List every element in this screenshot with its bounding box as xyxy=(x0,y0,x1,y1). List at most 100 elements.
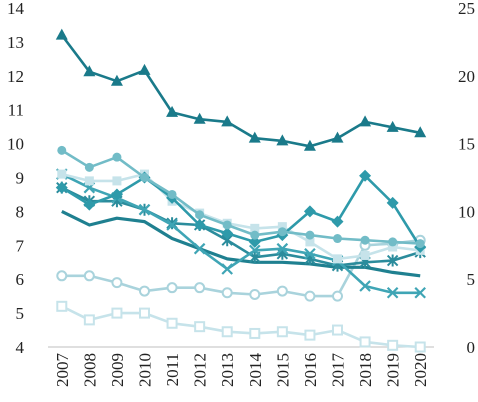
data-point xyxy=(276,285,288,297)
data-point xyxy=(84,162,94,172)
data-point xyxy=(249,288,261,300)
data-point xyxy=(193,112,206,124)
data-point xyxy=(304,290,316,302)
data-point xyxy=(194,282,206,294)
x-tick-label: 2015 xyxy=(273,353,292,387)
left-tick-label: 14 xyxy=(7,0,25,18)
x-axis-tick-labels: 2007 2008 2009 2010 2011 2012 2013 2014 2015 2016… xyxy=(53,353,430,388)
data-point xyxy=(388,242,398,252)
data-point xyxy=(386,286,399,299)
data-point xyxy=(386,120,399,132)
data-point xyxy=(139,285,150,297)
data-point xyxy=(249,244,261,257)
series-line xyxy=(60,34,421,148)
data-point xyxy=(139,307,150,319)
x-tick-label: 2007 xyxy=(53,353,72,388)
x-tick-label: 2020 xyxy=(411,353,430,387)
data-point xyxy=(55,181,68,194)
data-point xyxy=(138,63,151,75)
data-point xyxy=(303,205,316,218)
data-point xyxy=(110,188,123,201)
data-point xyxy=(222,220,232,230)
data-point xyxy=(303,139,316,151)
data-point xyxy=(386,196,399,209)
data-point xyxy=(166,282,178,294)
data-point xyxy=(388,237,398,247)
data-point xyxy=(331,215,344,228)
data-point xyxy=(386,254,399,267)
x-tick-label: 2009 xyxy=(108,353,127,387)
series-5 xyxy=(56,168,426,299)
data-point xyxy=(166,317,178,329)
x-tick-label: 2012 xyxy=(191,353,210,387)
data-point xyxy=(333,254,342,264)
data-point xyxy=(415,239,425,249)
series-line xyxy=(61,172,421,261)
data-point xyxy=(55,28,68,40)
left-tick-label: 13 xyxy=(7,33,24,52)
data-point xyxy=(83,198,96,211)
data-point xyxy=(166,105,179,117)
series-layer xyxy=(55,28,427,353)
data-point xyxy=(57,145,67,155)
data-point xyxy=(333,234,342,244)
data-point xyxy=(359,336,371,348)
data-point xyxy=(221,115,234,127)
x-tick-label: 2019 xyxy=(384,353,403,387)
data-point xyxy=(276,134,289,146)
x-tick-label: 2016 xyxy=(301,353,320,387)
data-point xyxy=(221,263,233,275)
left-tick-label: 5 xyxy=(16,304,25,323)
data-point xyxy=(221,227,234,240)
data-point xyxy=(331,131,344,143)
right-tick-label: 10 xyxy=(458,202,475,221)
data-point xyxy=(166,219,178,231)
data-point xyxy=(359,169,372,182)
right-axis-tick-labels: 0 5 10 15 20 25 xyxy=(458,0,475,357)
left-axis-tick-labels: 4 5 6 7 8 9 10 11 12 13 14 xyxy=(7,0,25,357)
x-tick-label: 2017 xyxy=(329,353,348,388)
data-point xyxy=(414,126,427,138)
x-tick-label: 2014 xyxy=(246,353,265,388)
data-point xyxy=(277,227,287,237)
data-point xyxy=(83,314,95,326)
x-tick-label: 2011 xyxy=(163,353,182,386)
series-9 xyxy=(56,300,426,353)
data-point xyxy=(140,173,149,182)
data-point xyxy=(194,321,206,333)
left-tick-label: 11 xyxy=(8,101,24,120)
data-point xyxy=(112,152,122,162)
data-point xyxy=(84,176,94,186)
data-point xyxy=(56,300,68,312)
data-point xyxy=(167,189,177,199)
data-point xyxy=(83,65,96,77)
left-tick-label: 4 xyxy=(16,338,25,357)
series-3 xyxy=(55,169,427,253)
x-tick-label: 2013 xyxy=(218,353,237,387)
data-point xyxy=(248,131,261,143)
data-point xyxy=(360,235,370,245)
data-point xyxy=(193,242,206,255)
left-tick-label: 8 xyxy=(16,202,25,221)
left-tick-label: 12 xyxy=(7,67,24,86)
data-point xyxy=(138,203,151,216)
left-tick-label: 9 xyxy=(16,169,25,188)
right-tick-label: 5 xyxy=(467,270,476,289)
x-tick-label: 2010 xyxy=(136,353,155,387)
data-point xyxy=(111,277,123,289)
data-point xyxy=(359,115,372,127)
data-point xyxy=(360,250,370,260)
data-point xyxy=(359,280,371,292)
data-point xyxy=(195,210,205,220)
data-point xyxy=(250,223,260,233)
series-1 xyxy=(55,28,427,151)
data-point xyxy=(305,237,315,247)
data-point xyxy=(248,235,261,248)
data-point xyxy=(276,326,288,338)
series-2 xyxy=(57,145,425,249)
left-tick-label: 7 xyxy=(16,236,25,255)
right-tick-label: 0 xyxy=(467,338,476,357)
data-point xyxy=(305,230,315,240)
data-point xyxy=(57,169,67,179)
